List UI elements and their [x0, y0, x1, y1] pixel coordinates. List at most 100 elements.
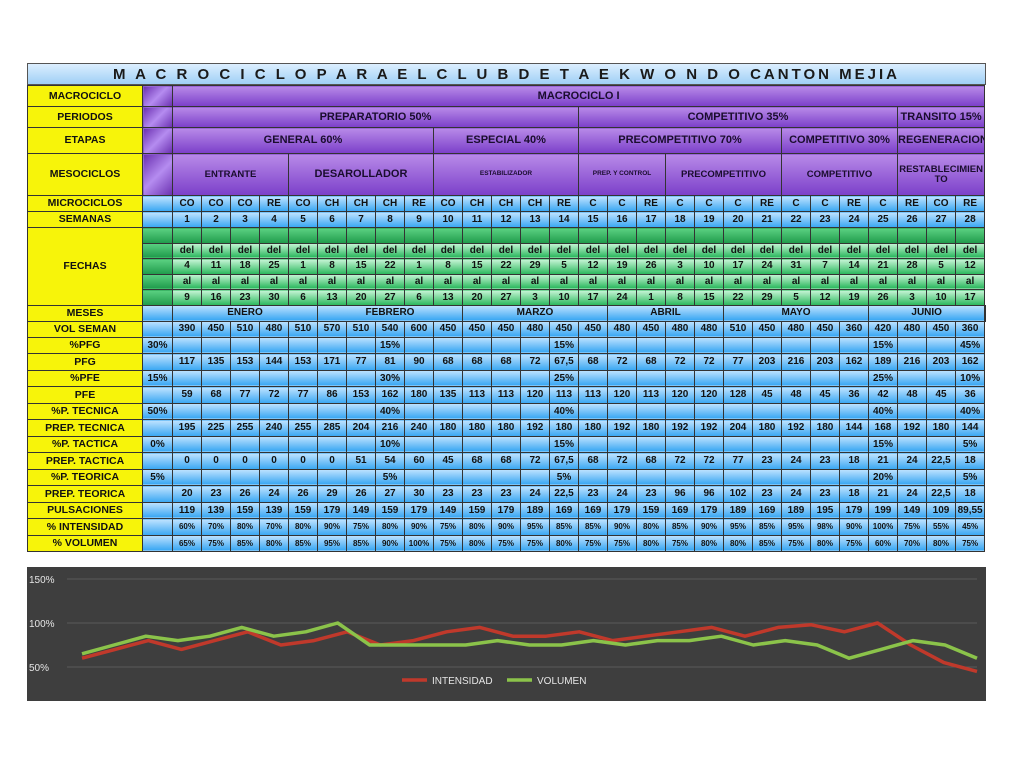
- teorica-2: 23: [201, 485, 231, 503]
- pulsaciones-10: 149: [433, 501, 463, 520]
- intensidad-13: 95%: [520, 518, 550, 536]
- tecnica-21: 180: [752, 419, 782, 437]
- tecnica-3: 255: [230, 419, 260, 437]
- fecha-1-10: [433, 227, 463, 244]
- fecha-4-26: al: [897, 273, 927, 291]
- fecha-5-25: 26: [868, 289, 898, 306]
- microciclos-4: RE: [259, 195, 289, 212]
- teorica-pct-13: [520, 468, 550, 487]
- teorica-3: 26: [230, 485, 260, 503]
- pulsaciones-27: 109: [926, 501, 956, 520]
- teorica-pct-23: [810, 468, 840, 487]
- tecnica-19: 192: [694, 419, 724, 437]
- pfg-15: 68: [578, 353, 608, 371]
- intensidad-22: 95%: [781, 518, 811, 536]
- pfg-10: 68: [433, 353, 463, 371]
- row-intensidad: % INTENSIDAD 60% 70% 80% 70% 80% 90% 75% 80% 90% 7…: [27, 518, 986, 536]
- month-julio: JULIO: [984, 304, 986, 322]
- tecnica-pct-14: 40%: [549, 402, 579, 421]
- tecnica-2: 225: [201, 419, 231, 437]
- pfe-25: 42: [868, 386, 898, 404]
- tecnica-pct-18: [665, 402, 695, 421]
- vol-seman-14: 450: [549, 320, 579, 338]
- row-pfg: PFG 117 135 153 144 153 171 77 81 90 68 68 68 72 67,5 6…: [27, 353, 986, 371]
- tecnica-18: 192: [665, 419, 695, 437]
- fecha-3-12: 22: [491, 258, 521, 275]
- teorica-pct-18: [665, 468, 695, 487]
- vol-seman-17: 450: [636, 320, 666, 338]
- tecnica-22: 192: [781, 419, 811, 437]
- tactica-19: 72: [694, 452, 724, 470]
- teorica-25: 21: [868, 485, 898, 503]
- pfg-pct-20: [723, 336, 753, 355]
- volumen-15: 75%: [578, 534, 608, 553]
- fecha-1-11: [462, 227, 492, 244]
- row-pfe-pct: %PFE 15% 30% 25% 25% 10%: [27, 369, 986, 388]
- fecha-1-21: [752, 227, 782, 244]
- semanas-28: 28: [954, 211, 986, 228]
- pfe-pct-20: [723, 369, 753, 388]
- tecnica-4: 240: [259, 419, 289, 437]
- semanas-4: 4: [259, 211, 289, 228]
- pfe-17: 113: [636, 386, 666, 404]
- fecha-1-2: [201, 227, 231, 244]
- pfe-10: 135: [433, 386, 463, 404]
- tecnica-pct-13: [520, 402, 550, 421]
- pfe-pct-27: [926, 369, 956, 388]
- fecha-2-21: del: [752, 242, 782, 260]
- fecha-3-28: 12: [954, 258, 986, 275]
- month-enero: ENERO: [172, 304, 318, 322]
- blank-cell: [142, 534, 173, 553]
- month-mayo: MAYO: [723, 304, 869, 322]
- vol-seman-26: 480: [897, 320, 927, 338]
- teorica-pct-9: [404, 468, 434, 487]
- chart-svg: 150% 100% 50% INTENSIDAD VOLUMEN: [29, 575, 978, 687]
- semanas-6: 6: [317, 211, 347, 228]
- fecha-5-2: 16: [201, 289, 231, 306]
- teorica-7: 26: [346, 485, 376, 503]
- row-fechas-1: FECHAS: [27, 227, 986, 306]
- vol-seman-5: 510: [288, 320, 318, 338]
- pfe-pct-9: [404, 369, 434, 388]
- fecha-5-11: 20: [462, 289, 492, 306]
- tactica-7: 51: [346, 452, 376, 470]
- teorica-pct-25: 20%: [868, 468, 898, 487]
- row-pulsaciones: PULSACIONES 119 139 159 139 159 179 149 159 179 14…: [27, 501, 986, 520]
- pfe-22: 48: [781, 386, 811, 404]
- intensidad-7: 75%: [346, 518, 376, 536]
- tactica-pct-3: [230, 435, 260, 454]
- tactica-28: 18: [954, 452, 986, 470]
- blank-cell: [142, 485, 173, 503]
- pfg-pct-26: [897, 336, 927, 355]
- tecnica-10: 180: [433, 419, 463, 437]
- pfe-18: 120: [665, 386, 695, 404]
- teorica-4: 24: [259, 485, 289, 503]
- fecha-5-4: 30: [259, 289, 289, 306]
- semanas-21: 21: [752, 211, 782, 228]
- pfg-pct-18: [665, 336, 695, 355]
- fecha-4-8: al: [375, 273, 405, 291]
- tecnica-pct-26: [897, 402, 927, 421]
- fecha-3-26: 28: [897, 258, 927, 275]
- fecha-3-4: 25: [259, 258, 289, 275]
- vol-seman-2: 450: [201, 320, 231, 338]
- tactica-pct-7: [346, 435, 376, 454]
- teorica-pct-8: 5%: [375, 468, 405, 487]
- pfg-25: 189: [868, 353, 898, 371]
- tactica-pct-21: [752, 435, 782, 454]
- legend-label: VOLUMEN: [537, 676, 586, 687]
- pfg-pct-17: [636, 336, 666, 355]
- volumen-17: 80%: [636, 534, 666, 553]
- vol-seman-22: 480: [781, 320, 811, 338]
- fecha-3-11: 15: [462, 258, 492, 275]
- fecha-5-21: 29: [752, 289, 782, 306]
- tactica-pct-10: [433, 435, 463, 454]
- vol-seman-8: 540: [375, 320, 405, 338]
- fecha-4-22: al: [781, 273, 811, 291]
- pfe-pct-8: 30%: [375, 369, 405, 388]
- y-tick-label: 100%: [29, 619, 55, 630]
- fecha-1-18: [665, 227, 695, 244]
- teorica-pct-26: [897, 468, 927, 487]
- fecha-2-3: del: [230, 242, 260, 260]
- fecha-4-19: al: [694, 273, 724, 291]
